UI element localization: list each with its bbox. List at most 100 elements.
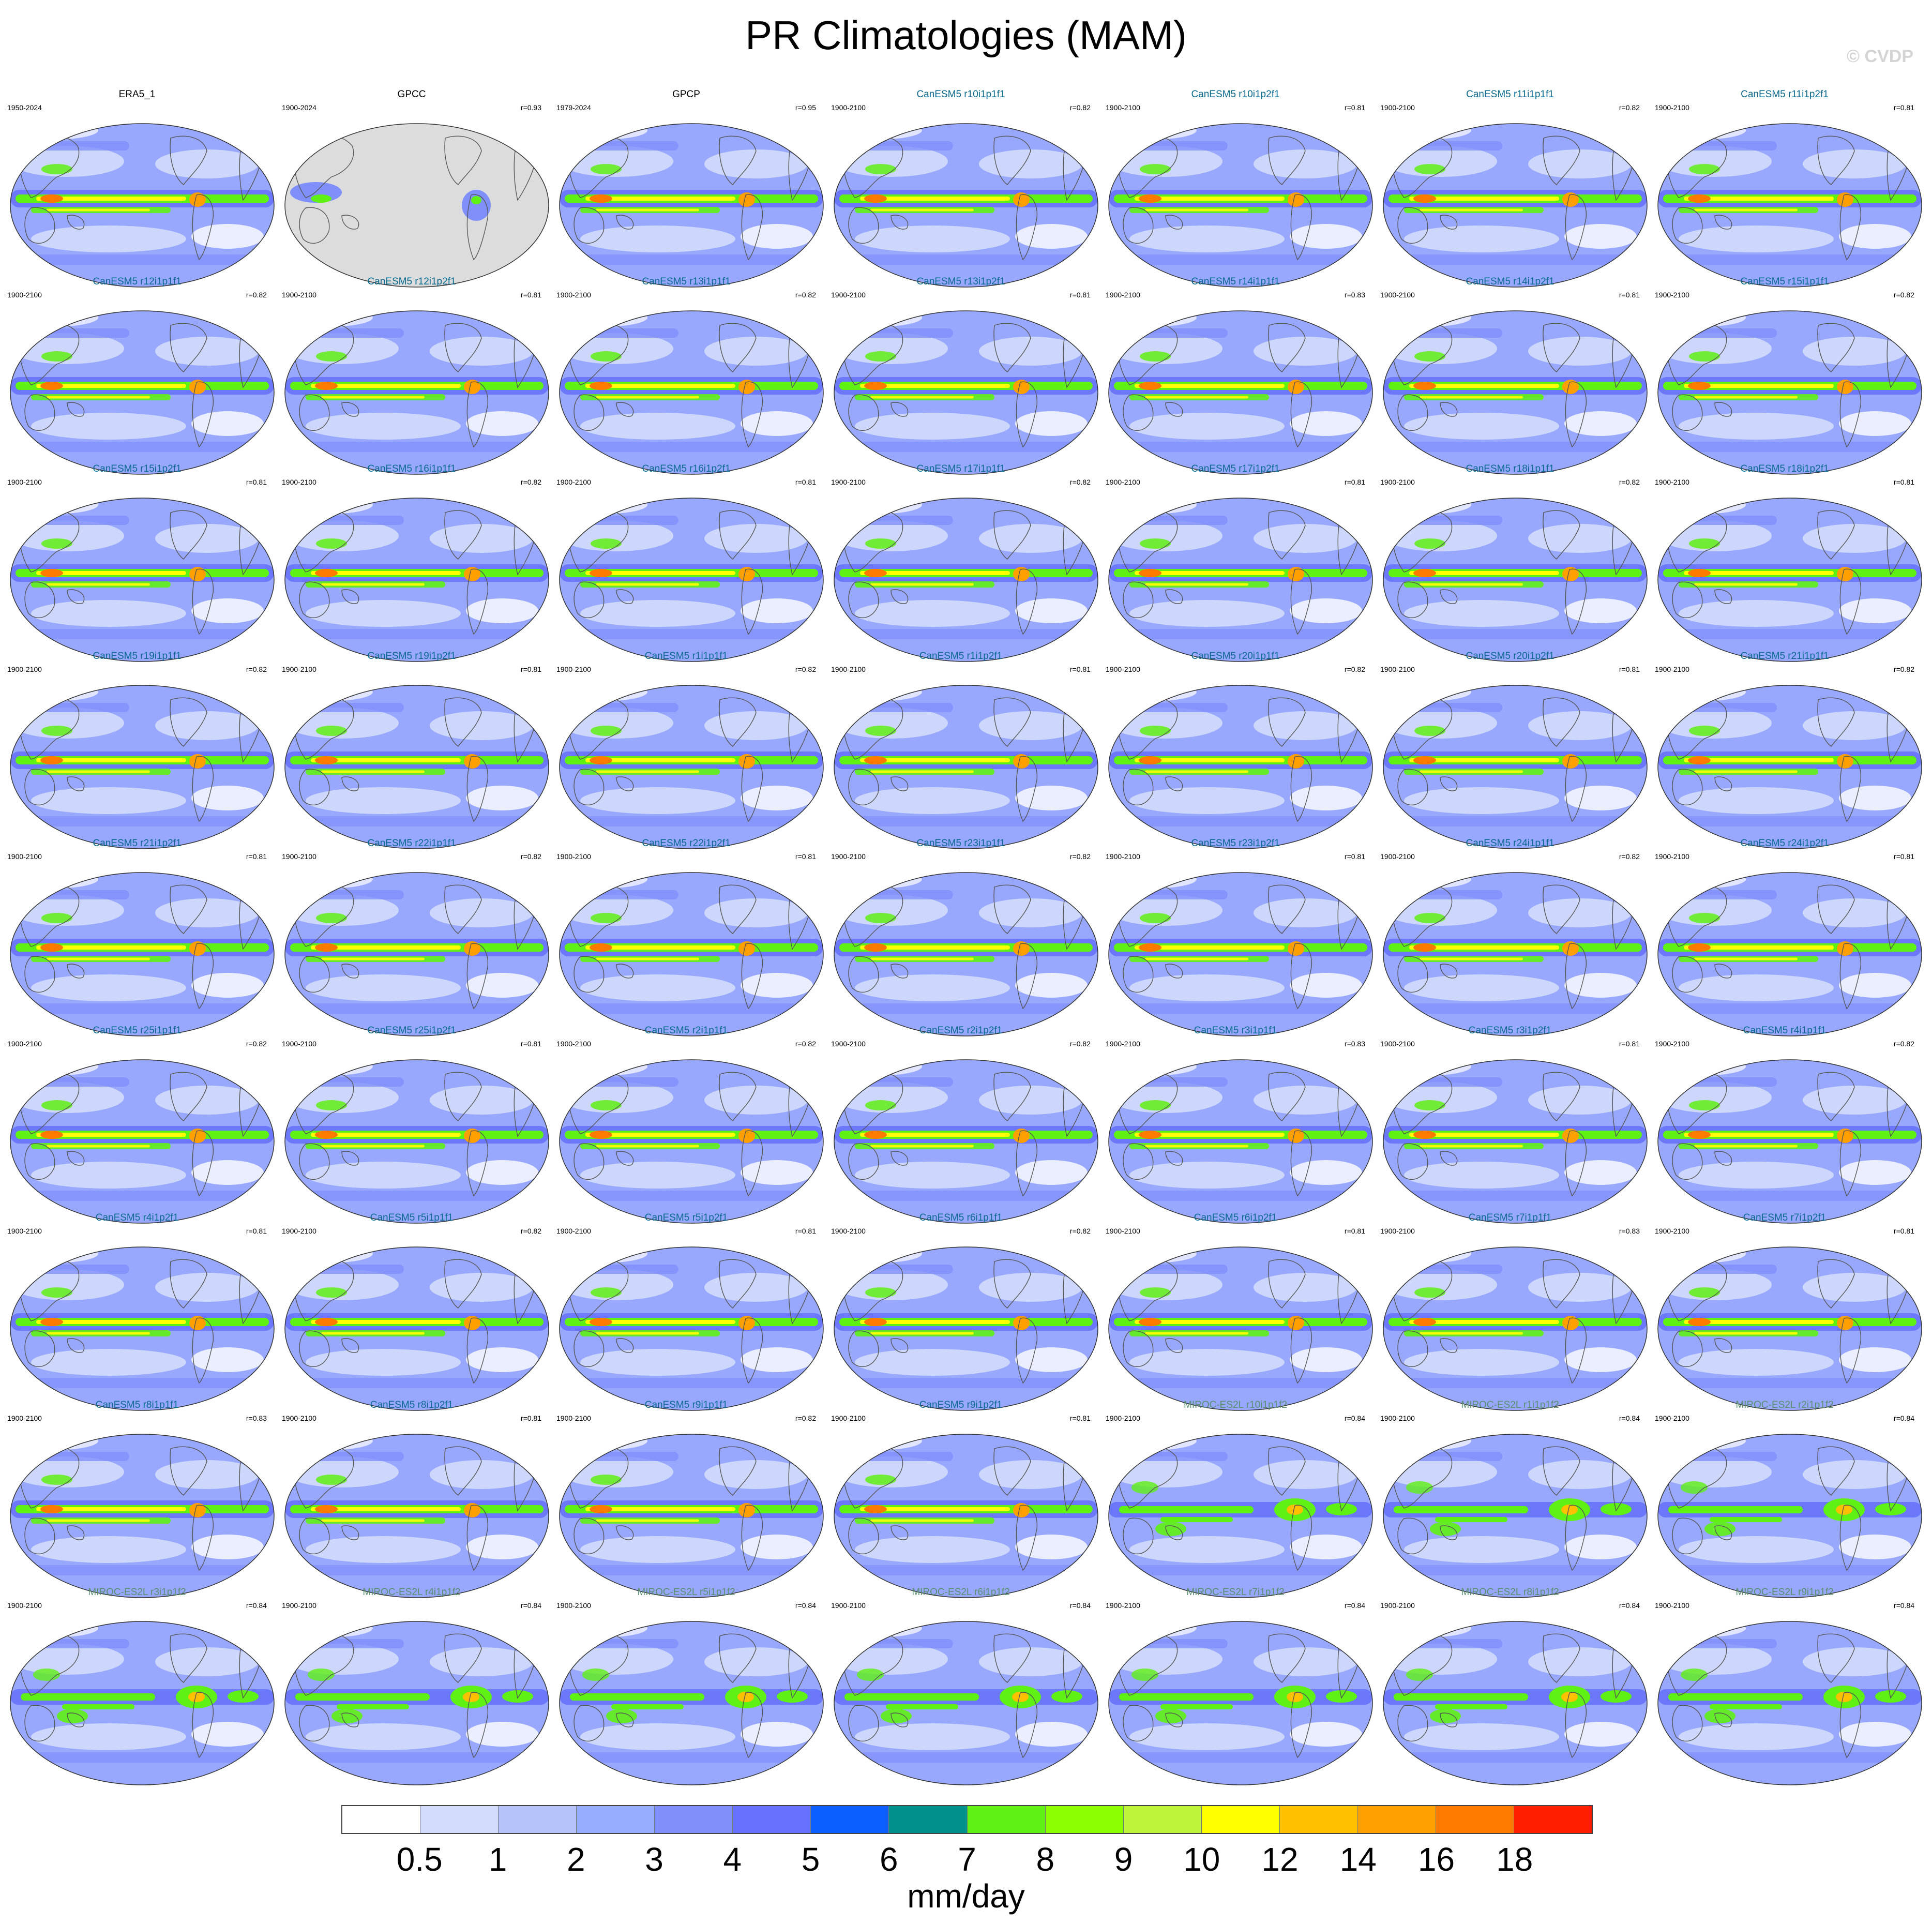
panel-period: 1900-2100 [556,1601,591,1610]
map-panel: CanESM5 r18i1p1f1 1900-2100 r=0.82 [1373,463,1648,662]
colorbar-tick-label: 9 [1114,1841,1133,1878]
panel-correlation: r=0.81 [1893,478,1914,486]
panel-title: CanESM5 r18i1p2f1 [1740,463,1829,474]
precip-map [284,1246,549,1411]
precip-map [559,1246,824,1411]
panel-correlation: r=0.81 [520,1040,541,1048]
precip-map [1657,498,1922,662]
panel-correlation: r=0.81 [1344,478,1365,486]
precip-map [284,1434,549,1598]
panel-period: 1900-2100 [556,291,591,299]
panel-period: 1900-2100 [7,852,42,861]
panel-correlation: r=0.82 [246,1040,267,1048]
cvdp-watermark: © CVDP [1847,47,1913,66]
precip-map [834,872,1098,1036]
panel-correlation: r=0.82 [520,1227,541,1235]
precip-map [1108,1059,1373,1224]
panel-period: 1900-2100 [1655,852,1689,861]
map-panel: MIROC-ES2L r3i1p1f2 1900-2100 r=0.84 [0,1587,275,1785]
panel-period: 1900-2100 [831,665,866,673]
panel-correlation: r=0.81 [1893,103,1914,112]
colorbar-box [655,1806,733,1833]
panel-correlation: r=0.81 [1069,1414,1091,1422]
panel-correlation: r=0.82 [795,665,816,673]
precip-map [284,1621,549,1785]
precip-map [559,685,824,849]
panel-period: 1900-2024 [282,103,316,112]
panel-period: 1900-2100 [7,665,42,673]
colorbar-tick-label: 16 [1417,1841,1455,1878]
panel-period: 1900-2100 [556,1414,591,1422]
panel-correlation: r=0.81 [520,1414,541,1422]
map-panel: CanESM5 r22i1p1f1 1900-2100 r=0.82 [275,838,549,1036]
panel-title: MIROC-ES2L r10i1p1f2 [1184,1400,1287,1410]
panel-period: 1900-2100 [1380,1601,1415,1610]
precip-map [284,872,549,1036]
panel-title: CanESM5 r5i1p1f1 [370,1212,454,1223]
precip-map [1657,685,1922,849]
panel-title: CanESM5 r3i1p2f1 [1468,1025,1552,1036]
map-panel: MIROC-ES2L r8i1p1f2 1900-2100 r=0.84 [1373,1587,1648,1785]
panel-period: 1900-2100 [1380,1414,1415,1422]
precip-map [284,123,549,288]
panel-period: 1900-2100 [1106,1601,1140,1610]
panel-correlation: r=0.82 [1069,1227,1091,1235]
panel-title: CanESM5 r12i1p2f1 [367,276,456,287]
panel-period: 1900-2100 [831,291,866,299]
precip-map [834,1434,1098,1598]
panel-title: CanESM5 r16i1p1f1 [367,463,456,474]
precip-map [284,310,549,475]
precip-map [1383,123,1648,288]
panel-correlation: r=0.93 [520,103,541,112]
panel-correlation: r=0.84 [1619,1414,1640,1422]
map-panel: MIROC-ES2L r4i1p1f2 1900-2100 r=0.84 [275,1587,549,1785]
precip-map [1383,1434,1648,1598]
colorbar-box [967,1806,1046,1833]
panel-correlation: r=0.83 [1619,1227,1640,1235]
panel-title: CanESM5 r10i1p2f1 [1191,89,1280,100]
panel-correlation: r=0.82 [1069,1040,1091,1048]
panel-period: 1900-2100 [556,1227,591,1235]
panel-correlation: r=0.82 [1893,1040,1914,1048]
panel-period: 1900-2100 [831,1414,866,1422]
panel-period: 1900-2100 [1106,1040,1140,1048]
panel-title: CanESM5 r16i1p2f1 [642,463,731,474]
panel-title: GPCC [397,89,426,100]
panel-period: 1900-2100 [1106,665,1140,673]
panel-title: CanESM5 r5i1p2f1 [644,1212,728,1223]
colorbar-tick-labels: 0.5 1 2 3 4 5 6 7 8 9 10 12 14 16 18 [341,1841,1593,1877]
colorbar-tick-label: 1 [488,1841,507,1878]
panel-correlation: r=0.82 [795,291,816,299]
panel-title: GPCP [672,89,700,100]
panel-title: CanESM5 r4i1p2f1 [95,1212,179,1223]
panel-correlation: r=0.84 [795,1601,816,1610]
precip-map [1108,498,1373,662]
panel-period: 1900-2100 [282,1601,316,1610]
panel-period: 1900-2100 [282,1227,316,1235]
panel-period: 1900-2100 [1380,1227,1415,1235]
precip-map [1657,123,1922,288]
colorbar-box [1436,1806,1514,1833]
panel-title: MIROC-ES2L r1i1p1f2 [1461,1400,1559,1410]
map-panel: CanESM5 r15i1p2f1 1900-2100 r=0.81 [0,463,275,662]
panel-title: CanESM5 r13i1p2f1 [916,276,1005,287]
map-panel: CanESM5 r22i1p2f1 1900-2100 r=0.81 [549,838,824,1036]
colorbar-tick-label: 2 [566,1841,585,1878]
panel-period: 1900-2100 [1380,103,1415,112]
panel-period: 1900-2100 [556,478,591,486]
panel-correlation: r=0.82 [795,1414,816,1422]
map-panel: CanESM5 r19i1p1f1 1900-2100 r=0.82 [0,651,275,849]
panel-period: 1900-2100 [7,291,42,299]
panel-title: CanESM5 r11i1p2f1 [1741,89,1829,100]
precip-map [1108,123,1373,288]
map-panel: CanESM5 r5i1p1f1 1900-2100 r=0.82 [275,1212,549,1411]
map-panel: CanESM5 r6i1p2f1 1900-2100 r=0.81 [1098,1212,1373,1411]
panel-title: CanESM5 r14i1p2f1 [1466,276,1554,287]
panel-correlation: r=0.81 [246,1227,267,1235]
map-panel: CanESM5 r21i1p2f1 1900-2100 r=0.81 [0,838,275,1036]
panel-period: 1900-2100 [1380,1040,1415,1048]
precip-map [284,498,549,662]
precip-map [1657,872,1922,1036]
panel-period: 1900-2100 [1655,1414,1689,1422]
panel-period: 1900-2100 [556,1040,591,1048]
